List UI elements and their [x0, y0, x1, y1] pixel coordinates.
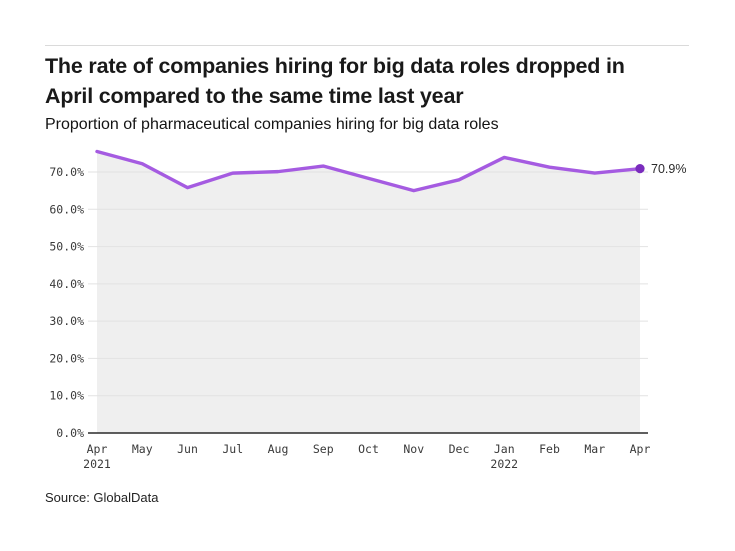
- y-tick-label: 10.0%: [49, 389, 84, 403]
- x-tick-year-label: 2021: [83, 457, 111, 471]
- y-tick-label: 0.0%: [56, 426, 84, 440]
- y-tick-label: 20.0%: [49, 351, 84, 365]
- x-tick-label: Jun: [177, 442, 198, 456]
- x-tick-label: Mar: [584, 442, 605, 456]
- chart-subtitle: Proportion of pharmaceutical companies h…: [45, 116, 499, 133]
- x-tick-label: May: [132, 442, 153, 456]
- end-value-label: 70.9%: [651, 162, 686, 176]
- x-tick-label: Nov: [403, 442, 424, 456]
- x-tick-label: Oct: [358, 442, 379, 456]
- x-tick-label: Jul: [222, 442, 243, 456]
- x-tick-label: Sep: [313, 442, 334, 456]
- chart-title-line2: April compared to the same time last yea…: [45, 84, 464, 108]
- top-divider: [45, 45, 689, 46]
- x-tick-label: Aug: [268, 442, 289, 456]
- end-point-marker: [635, 164, 645, 174]
- y-tick-label: 30.0%: [49, 314, 84, 328]
- x-tick-label: Feb: [539, 442, 560, 456]
- x-tick-year-label: 2022: [490, 457, 518, 471]
- x-tick-label: Apr: [630, 442, 651, 456]
- source-note: Source: GlobalData: [45, 490, 159, 505]
- y-tick-label: 70.0%: [49, 165, 84, 179]
- y-tick-label: 50.0%: [49, 240, 84, 254]
- area-fill: [97, 151, 640, 433]
- x-tick-label: Jan: [494, 442, 515, 456]
- y-tick-label: 60.0%: [49, 202, 84, 216]
- x-tick-label: Dec: [449, 442, 470, 456]
- x-tick-label: Apr: [87, 442, 108, 456]
- chart-title: The rate of companies hiring for big dat…: [45, 51, 695, 111]
- series-line: [95, 149, 642, 193]
- chart-title-line1: The rate of companies hiring for big dat…: [45, 54, 625, 78]
- y-tick-label: 40.0%: [49, 277, 84, 291]
